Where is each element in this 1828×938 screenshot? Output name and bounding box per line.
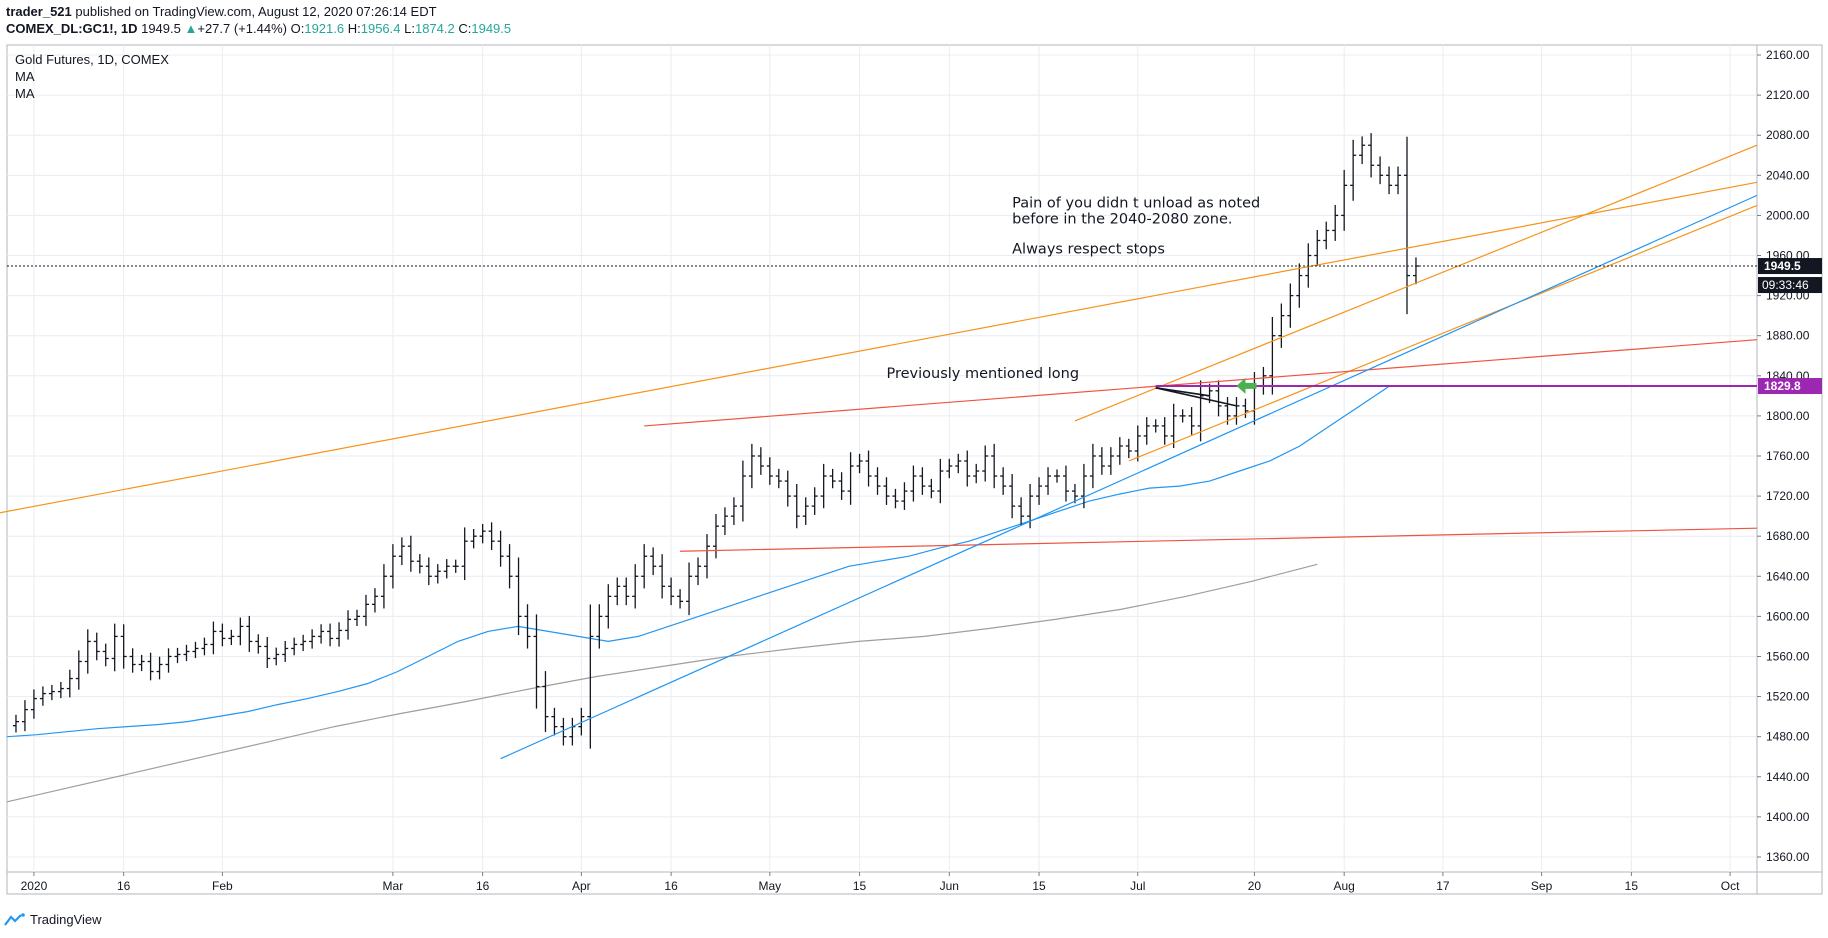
tradingview-brand: TradingView — [30, 912, 102, 927]
y-tick-label: 1560.00 — [1766, 649, 1810, 663]
y-tick-label: 1800.00 — [1766, 409, 1810, 423]
open-label: O: — [290, 21, 305, 36]
author-name[interactable]: trader_521 — [6, 4, 72, 19]
x-tick-label: 20 — [1248, 879, 1262, 893]
countdown-badge — [1758, 277, 1822, 294]
chart-annotation: before in the 2040-2080 zone. — [1012, 211, 1232, 227]
x-tick-label: 16 — [476, 879, 490, 893]
high-value: 1956.4 — [360, 21, 401, 36]
tradingview-logo-icon — [4, 912, 25, 926]
y-tick-label: 2040.00 — [1766, 168, 1810, 182]
change-up-icon: ▲ — [184, 21, 198, 36]
support-level-label: 1829.8 — [1764, 379, 1801, 393]
x-tick-label: Apr — [572, 879, 591, 893]
low-value: 1874.2 — [414, 21, 455, 36]
y-tick-label: 1880.00 — [1766, 329, 1810, 343]
ma-legend-2[interactable]: MA — [15, 86, 35, 101]
y-tick-label: 2120.00 — [1766, 88, 1810, 102]
chart-frame — [6, 44, 1823, 895]
price-change: +27.7 (+1.44%) — [197, 21, 287, 36]
chart-annotation: Always respect stops — [1012, 242, 1165, 258]
green-arrow-icon — [1236, 377, 1257, 394]
y-tick-label: 1360.00 — [1766, 850, 1810, 864]
last-price-label: 1949.5 — [1764, 259, 1801, 273]
x-tick-label: Aug — [1333, 879, 1354, 893]
publish-line: trader_521 published on TradingView.com,… — [6, 4, 437, 19]
x-tick-label: 16 — [664, 879, 678, 893]
y-tick-label: 1520.00 — [1766, 690, 1810, 704]
x-tick-label: 15 — [1625, 879, 1639, 893]
x-tick-label: 17 — [1436, 879, 1450, 893]
black-trend-line — [1155, 387, 1237, 407]
x-tick-label: 16 — [117, 879, 131, 893]
y-tick-label: 1400.00 — [1766, 810, 1810, 824]
red-trend-line — [644, 339, 1758, 427]
ma50-line — [6, 385, 1391, 738]
blue-trend-line — [500, 194, 1758, 760]
y-tick-label: 2000.00 — [1766, 208, 1810, 222]
high-label: H: — [347, 21, 361, 36]
x-tick-label: 15 — [853, 879, 867, 893]
x-tick-label: 15 — [1032, 879, 1046, 893]
chart-annotation: Pain of you didn t unload as noted — [1012, 195, 1260, 211]
y-tick-label: 1720.00 — [1766, 489, 1810, 503]
y-tick-label: 1480.00 — [1766, 730, 1810, 744]
orange-trend-line — [1128, 204, 1758, 462]
ma-legend-1[interactable]: MA — [15, 69, 35, 84]
x-tick-label: May — [758, 879, 781, 893]
x-tick-label: Jul — [1130, 879, 1145, 893]
low-label: L: — [404, 21, 415, 36]
y-tick-label: 1680.00 — [1766, 529, 1810, 543]
tradingview-footer[interactable]: TradingView — [4, 912, 102, 927]
y-tick-label: 1440.00 — [1766, 770, 1810, 784]
symbol-label: COMEX_DL:GC1!, 1D — [6, 21, 138, 36]
countdown-label: 09:33:46 — [1762, 278, 1809, 292]
y-tick-label: 2160.00 — [1766, 48, 1810, 62]
x-tick-label: Jun — [940, 879, 959, 893]
series-legend-title[interactable]: Gold Futures, 1D, COMEX — [15, 52, 169, 67]
ohlc-bars — [12, 133, 1419, 749]
y-tick-label: 1760.00 — [1766, 449, 1810, 463]
y-tick-label: 1600.00 — [1766, 609, 1810, 623]
x-tick-label: 2020 — [21, 879, 48, 893]
red-trend-line — [680, 527, 1758, 552]
open-value: 1921.6 — [304, 21, 345, 36]
orange-trend-line — [0, 181, 1758, 514]
close-label: C: — [458, 21, 472, 36]
last-price-badge — [1758, 258, 1822, 275]
chart-annotation: Previously mentioned long — [886, 366, 1079, 382]
orange-trend-line — [1074, 144, 1758, 422]
close-value: 1949.5 — [471, 21, 512, 36]
black-trend-line — [1155, 387, 1210, 397]
x-tick-label: Sep — [1531, 879, 1553, 893]
publish-info: published on TradingView.com, August 12,… — [75, 4, 437, 19]
x-tick-label: Feb — [212, 879, 233, 893]
ma200-line — [6, 563, 1318, 803]
y-tick-label: 1640.00 — [1766, 569, 1810, 583]
y-tick-label: 2080.00 — [1766, 128, 1810, 142]
last-price: 1949.5 — [141, 21, 181, 36]
x-tick-label: Mar — [383, 879, 404, 893]
x-tick-label: Oct — [1721, 879, 1740, 893]
support-level-badge — [1758, 378, 1822, 395]
ohlc-line: COMEX_DL:GC1!, 1D 1949.5 ▲+27.7 (+1.44%)… — [6, 21, 511, 36]
